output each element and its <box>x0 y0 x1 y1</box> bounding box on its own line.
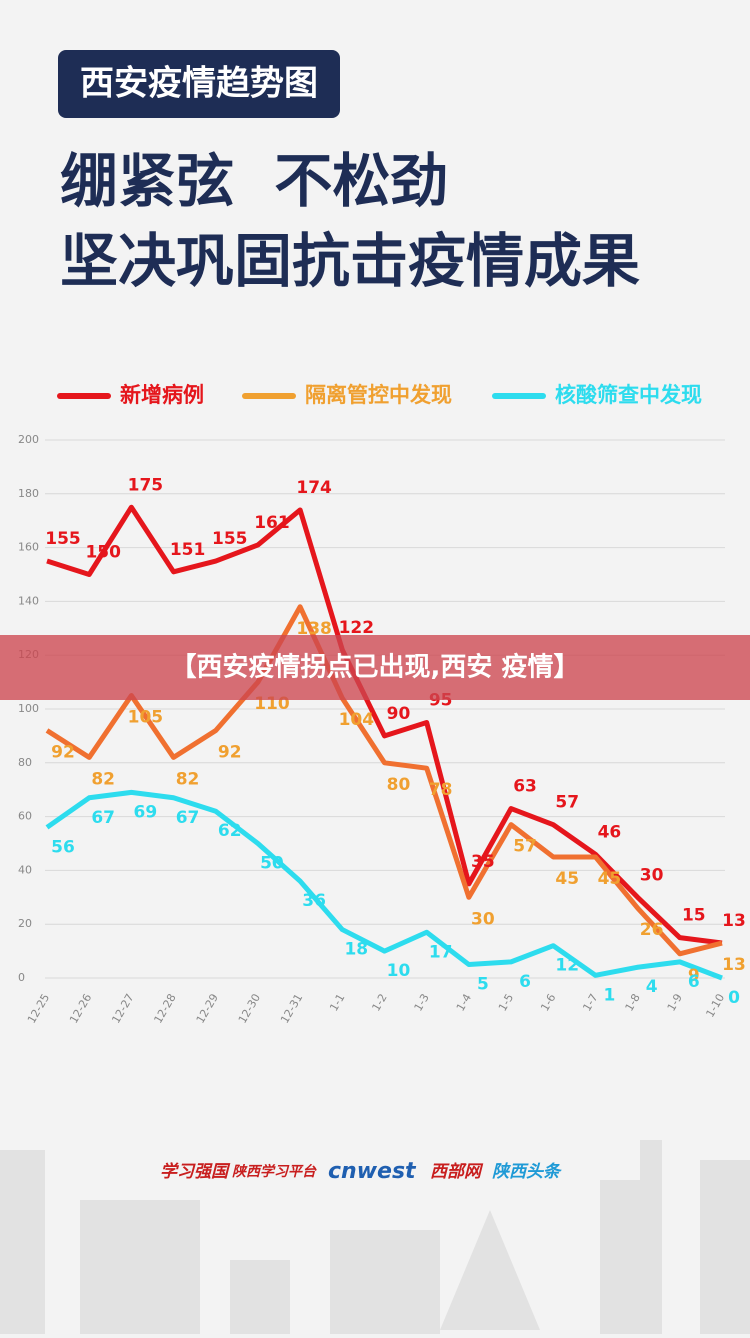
value-label: 174 <box>296 478 332 498</box>
value-label: 4 <box>646 977 658 997</box>
legend-label: 隔离管控中发现 <box>305 383 452 407</box>
value-label: 155 <box>45 529 81 549</box>
legend-label: 新增病例 <box>120 383 204 407</box>
value-label: 17 <box>429 942 453 962</box>
value-label: 105 <box>128 708 164 728</box>
value-label: 13 <box>722 911 746 931</box>
value-label: 151 <box>170 540 206 560</box>
y-tick-label: 40 <box>18 863 32 876</box>
legend-label: 核酸筛查中发现 <box>555 383 702 407</box>
value-label: 30 <box>640 865 664 885</box>
logo: cnwest <box>328 1159 417 1184</box>
value-label: 78 <box>429 780 453 800</box>
y-tick-label: 180 <box>18 487 39 500</box>
value-label: 30 <box>471 909 495 929</box>
value-label: 18 <box>344 940 368 960</box>
value-label: 35 <box>471 852 495 872</box>
y-tick-label: 20 <box>18 917 32 930</box>
value-label: 104 <box>339 710 375 730</box>
value-label: 36 <box>302 891 326 911</box>
value-label: 46 <box>598 822 622 842</box>
value-label: 155 <box>212 529 248 549</box>
y-tick-label: 200 <box>18 433 39 446</box>
banner <box>0 635 750 700</box>
value-label: 45 <box>598 869 622 889</box>
value-label: 26 <box>640 920 664 940</box>
headline: 绷紧弦 不松劲 <box>60 147 448 215</box>
value-label: 82 <box>176 769 200 789</box>
value-label: 10 <box>387 961 411 981</box>
skyline <box>0 1140 750 1334</box>
value-label: 6 <box>688 972 700 992</box>
value-label: 5 <box>477 975 489 995</box>
logo: 陕西学习平台 <box>232 1163 317 1180</box>
value-label: 80 <box>387 775 411 795</box>
value-label: 150 <box>85 543 121 563</box>
value-label: 57 <box>555 793 579 813</box>
y-tick-label: 100 <box>18 702 39 715</box>
value-label: 161 <box>254 513 290 533</box>
y-tick-label: 80 <box>18 756 32 769</box>
logo: 学习强国 <box>160 1162 231 1182</box>
value-label: 69 <box>134 802 158 822</box>
value-label: 56 <box>51 837 75 857</box>
footer: 学习强国 陕西学习平台 cnwest 西部网 陕西头条 <box>160 1159 562 1184</box>
value-label: 90 <box>387 704 411 724</box>
value-label: 15 <box>682 906 706 926</box>
headline: 坚决巩固抗击疫情成果 <box>60 227 640 295</box>
logo: 陕西头条 <box>492 1162 562 1182</box>
value-label: 63 <box>513 777 537 797</box>
value-label: 122 <box>339 618 375 638</box>
tag-box <box>58 50 340 118</box>
value-label: 67 <box>176 808 200 828</box>
value-label: 67 <box>91 808 115 828</box>
value-label: 92 <box>218 743 242 763</box>
y-tick-label: 140 <box>18 594 39 607</box>
banner-text: 【西安疫情拐点已出现,西安 疫情】 <box>171 652 580 683</box>
y-tick-label: 160 <box>18 541 39 554</box>
value-label: 45 <box>555 869 579 889</box>
y-tick-label: 0 <box>18 971 25 984</box>
value-label: 0 <box>728 988 740 1008</box>
value-label: 9 <box>688 966 700 986</box>
chart: 02040608010012014016018020012-2512-2612-… <box>18 383 746 1026</box>
value-label: 1 <box>604 985 616 1005</box>
series-line <box>46 504 723 946</box>
value-label: 6 <box>519 972 531 992</box>
y-tick-label: 60 <box>18 810 32 823</box>
logo: 西部网 <box>430 1162 484 1182</box>
value-label: 62 <box>218 821 242 841</box>
tag: 西安疫情趋势图 <box>80 64 318 104</box>
value-label: 12 <box>555 956 579 976</box>
value-label: 57 <box>513 837 537 857</box>
value-label: 92 <box>51 743 75 763</box>
value-label: 13 <box>722 955 746 975</box>
value-label: 175 <box>128 475 164 495</box>
series-line <box>45 789 723 981</box>
value-label: 82 <box>91 769 115 789</box>
value-label: 138 <box>296 619 332 639</box>
value-label: 50 <box>260 854 284 874</box>
series-line <box>45 604 723 957</box>
